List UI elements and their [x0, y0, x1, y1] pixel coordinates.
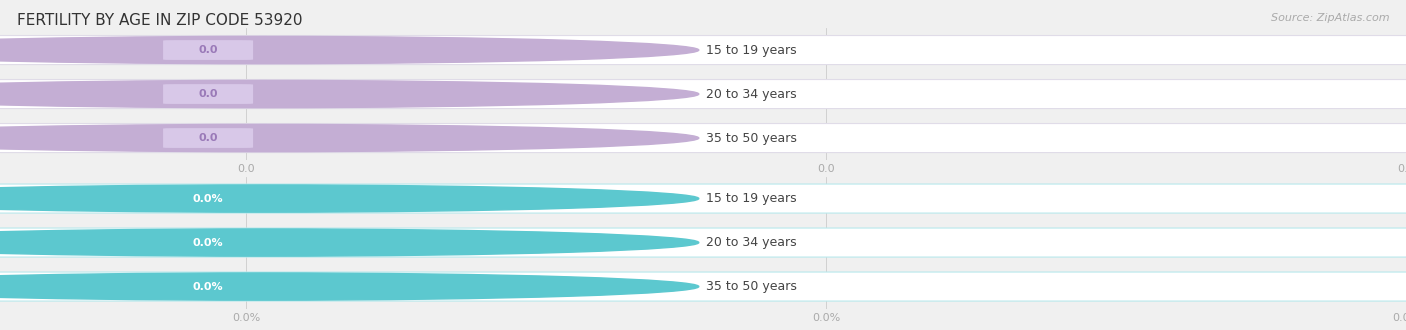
FancyBboxPatch shape	[0, 36, 1406, 65]
FancyBboxPatch shape	[0, 116, 1406, 160]
Text: 0.0: 0.0	[198, 89, 218, 99]
FancyBboxPatch shape	[0, 28, 1406, 72]
FancyBboxPatch shape	[0, 220, 1406, 265]
Text: 15 to 19 years: 15 to 19 years	[706, 44, 796, 56]
Text: 0.0%: 0.0%	[193, 238, 224, 248]
Circle shape	[0, 124, 699, 152]
Text: 20 to 34 years: 20 to 34 years	[706, 236, 796, 249]
FancyBboxPatch shape	[0, 177, 1406, 220]
Circle shape	[0, 36, 699, 64]
Text: 0.0: 0.0	[198, 133, 218, 143]
FancyBboxPatch shape	[163, 233, 253, 252]
FancyBboxPatch shape	[0, 272, 1406, 301]
FancyBboxPatch shape	[0, 184, 1406, 213]
FancyBboxPatch shape	[163, 84, 253, 104]
Text: 0.0%: 0.0%	[193, 281, 224, 291]
Circle shape	[0, 185, 699, 212]
FancyBboxPatch shape	[163, 277, 253, 296]
Text: 0.0: 0.0	[198, 45, 218, 55]
FancyBboxPatch shape	[0, 228, 1406, 257]
FancyBboxPatch shape	[163, 189, 253, 209]
Text: Source: ZipAtlas.com: Source: ZipAtlas.com	[1271, 13, 1389, 23]
FancyBboxPatch shape	[163, 128, 253, 148]
FancyBboxPatch shape	[163, 40, 253, 60]
Circle shape	[0, 81, 699, 108]
FancyBboxPatch shape	[0, 72, 1406, 116]
Text: 15 to 19 years: 15 to 19 years	[706, 192, 796, 205]
FancyBboxPatch shape	[0, 265, 1406, 309]
Circle shape	[0, 229, 699, 256]
FancyBboxPatch shape	[0, 80, 1406, 109]
Text: 0.0%: 0.0%	[193, 194, 224, 204]
Circle shape	[0, 273, 699, 300]
Text: 20 to 34 years: 20 to 34 years	[706, 87, 796, 101]
Text: 35 to 50 years: 35 to 50 years	[706, 280, 797, 293]
FancyBboxPatch shape	[0, 123, 1406, 152]
Text: FERTILITY BY AGE IN ZIP CODE 53920: FERTILITY BY AGE IN ZIP CODE 53920	[17, 13, 302, 28]
Text: 35 to 50 years: 35 to 50 years	[706, 132, 797, 145]
